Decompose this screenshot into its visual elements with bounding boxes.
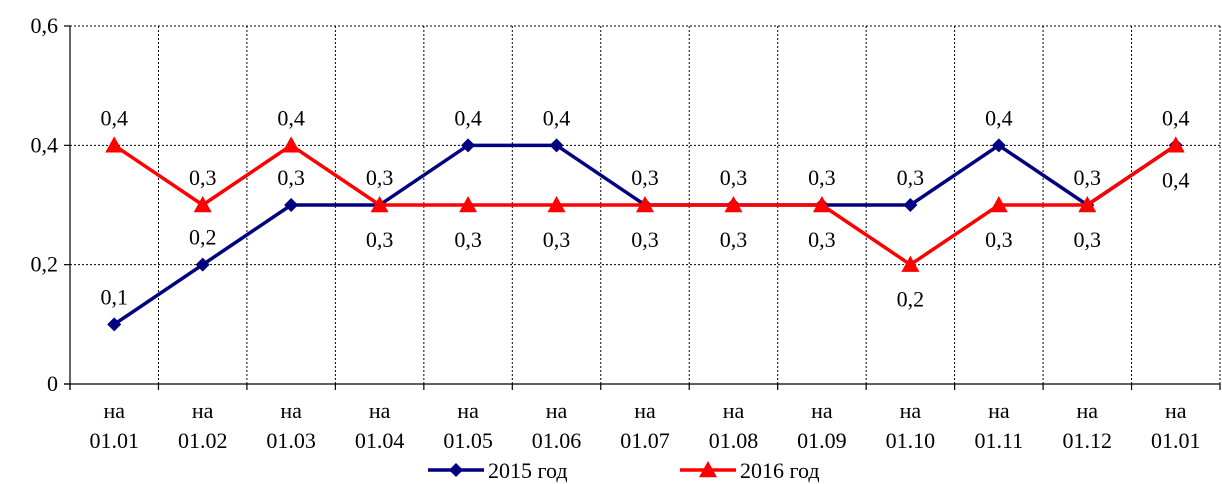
legend-marker <box>449 463 463 477</box>
data-label: 0,4 <box>277 105 305 130</box>
data-label: 0,3 <box>631 165 659 190</box>
x-tick-label: на 01.08 <box>709 398 759 453</box>
data-point <box>636 196 654 213</box>
data-point <box>282 136 301 153</box>
data-labels: 0,1 0,4 0,2 0,3 0,3 0,4 0,3 0,3 0,4 0,3 0,4 0,3 0,3 0… <box>100 105 1189 311</box>
data-point <box>193 196 212 213</box>
data-point <box>195 257 210 272</box>
y-tick-label: 0,6 <box>31 13 59 38</box>
legend: 2015 год 2016 год <box>428 458 820 483</box>
x-tick-label: на 01.10 <box>886 398 936 453</box>
x-tick-label: на 01.01 <box>89 398 139 453</box>
data-point <box>461 138 476 153</box>
data-point <box>107 317 122 332</box>
data-label: 0,4 <box>100 105 128 130</box>
data-label: 0,3 <box>189 165 217 190</box>
x-tick-label: на 01.09 <box>797 398 847 453</box>
legend-label: 2016 год <box>740 458 820 483</box>
data-point <box>547 196 566 213</box>
legend-label: 2015 год <box>488 458 568 483</box>
data-label: 0,4 <box>454 105 482 130</box>
y-tick-label: 0,4 <box>31 132 59 157</box>
data-label: 0,3 <box>1074 165 1102 190</box>
y-tick-label: 0,2 <box>31 252 59 277</box>
data-label: 0,2 <box>189 225 217 250</box>
data-label: 0,3 <box>1074 227 1102 252</box>
data-label: 0,4 <box>985 105 1013 130</box>
data-label: 0,3 <box>631 227 659 252</box>
series-1 <box>105 136 1185 272</box>
x-tick-label: на 01.04 <box>355 398 405 453</box>
data-label: 0,1 <box>100 284 128 309</box>
x-tick-label: на 01.11 <box>975 398 1024 453</box>
data-label: 0,3 <box>366 227 394 252</box>
data-point <box>724 196 743 213</box>
data-label: 0,2 <box>897 287 925 312</box>
legend-item-1: 2016 год <box>680 458 820 483</box>
data-point <box>549 138 564 153</box>
data-label: 0,3 <box>985 227 1013 252</box>
x-tick-label: на 01.05 <box>443 398 493 453</box>
data-point <box>991 138 1006 153</box>
x-tick-label: на 01.02 <box>178 398 228 453</box>
data-label: 0,3 <box>808 227 836 252</box>
data-point <box>989 196 1008 213</box>
data-label: 0,3 <box>454 227 482 252</box>
data-label: 0,3 <box>277 165 305 190</box>
data-label: 0,3 <box>366 165 394 190</box>
data-point <box>1166 136 1185 153</box>
data-point <box>1078 196 1097 213</box>
data-point <box>105 136 124 153</box>
data-point <box>370 196 389 213</box>
x-tick-label: на 01.12 <box>1063 398 1113 453</box>
data-label: 0,3 <box>897 165 925 190</box>
data-label: 0,3 <box>543 227 571 252</box>
legend-item-0: 2015 год <box>428 458 568 483</box>
data-label: 0,3 <box>720 165 748 190</box>
data-label: 0,3 <box>720 227 748 252</box>
data-label: 0,4 <box>1162 167 1190 192</box>
data-point <box>901 255 920 272</box>
x-tick-label: на 01.06 <box>532 398 582 453</box>
data-point <box>812 196 831 213</box>
x-tick-label: на 01.07 <box>620 398 670 453</box>
legend-marker <box>699 461 717 478</box>
y-tick-label: 0 <box>47 371 58 396</box>
data-point <box>459 196 478 213</box>
data-point <box>284 198 299 212</box>
data-label: 0,4 <box>1162 105 1190 130</box>
x-tick-label: на 01.01 <box>1151 398 1201 453</box>
data-label: 0,4 <box>543 105 571 130</box>
data-point <box>903 198 918 212</box>
data-label: 0,3 <box>808 165 836 190</box>
x-tick-label: на 01.03 <box>266 398 316 453</box>
